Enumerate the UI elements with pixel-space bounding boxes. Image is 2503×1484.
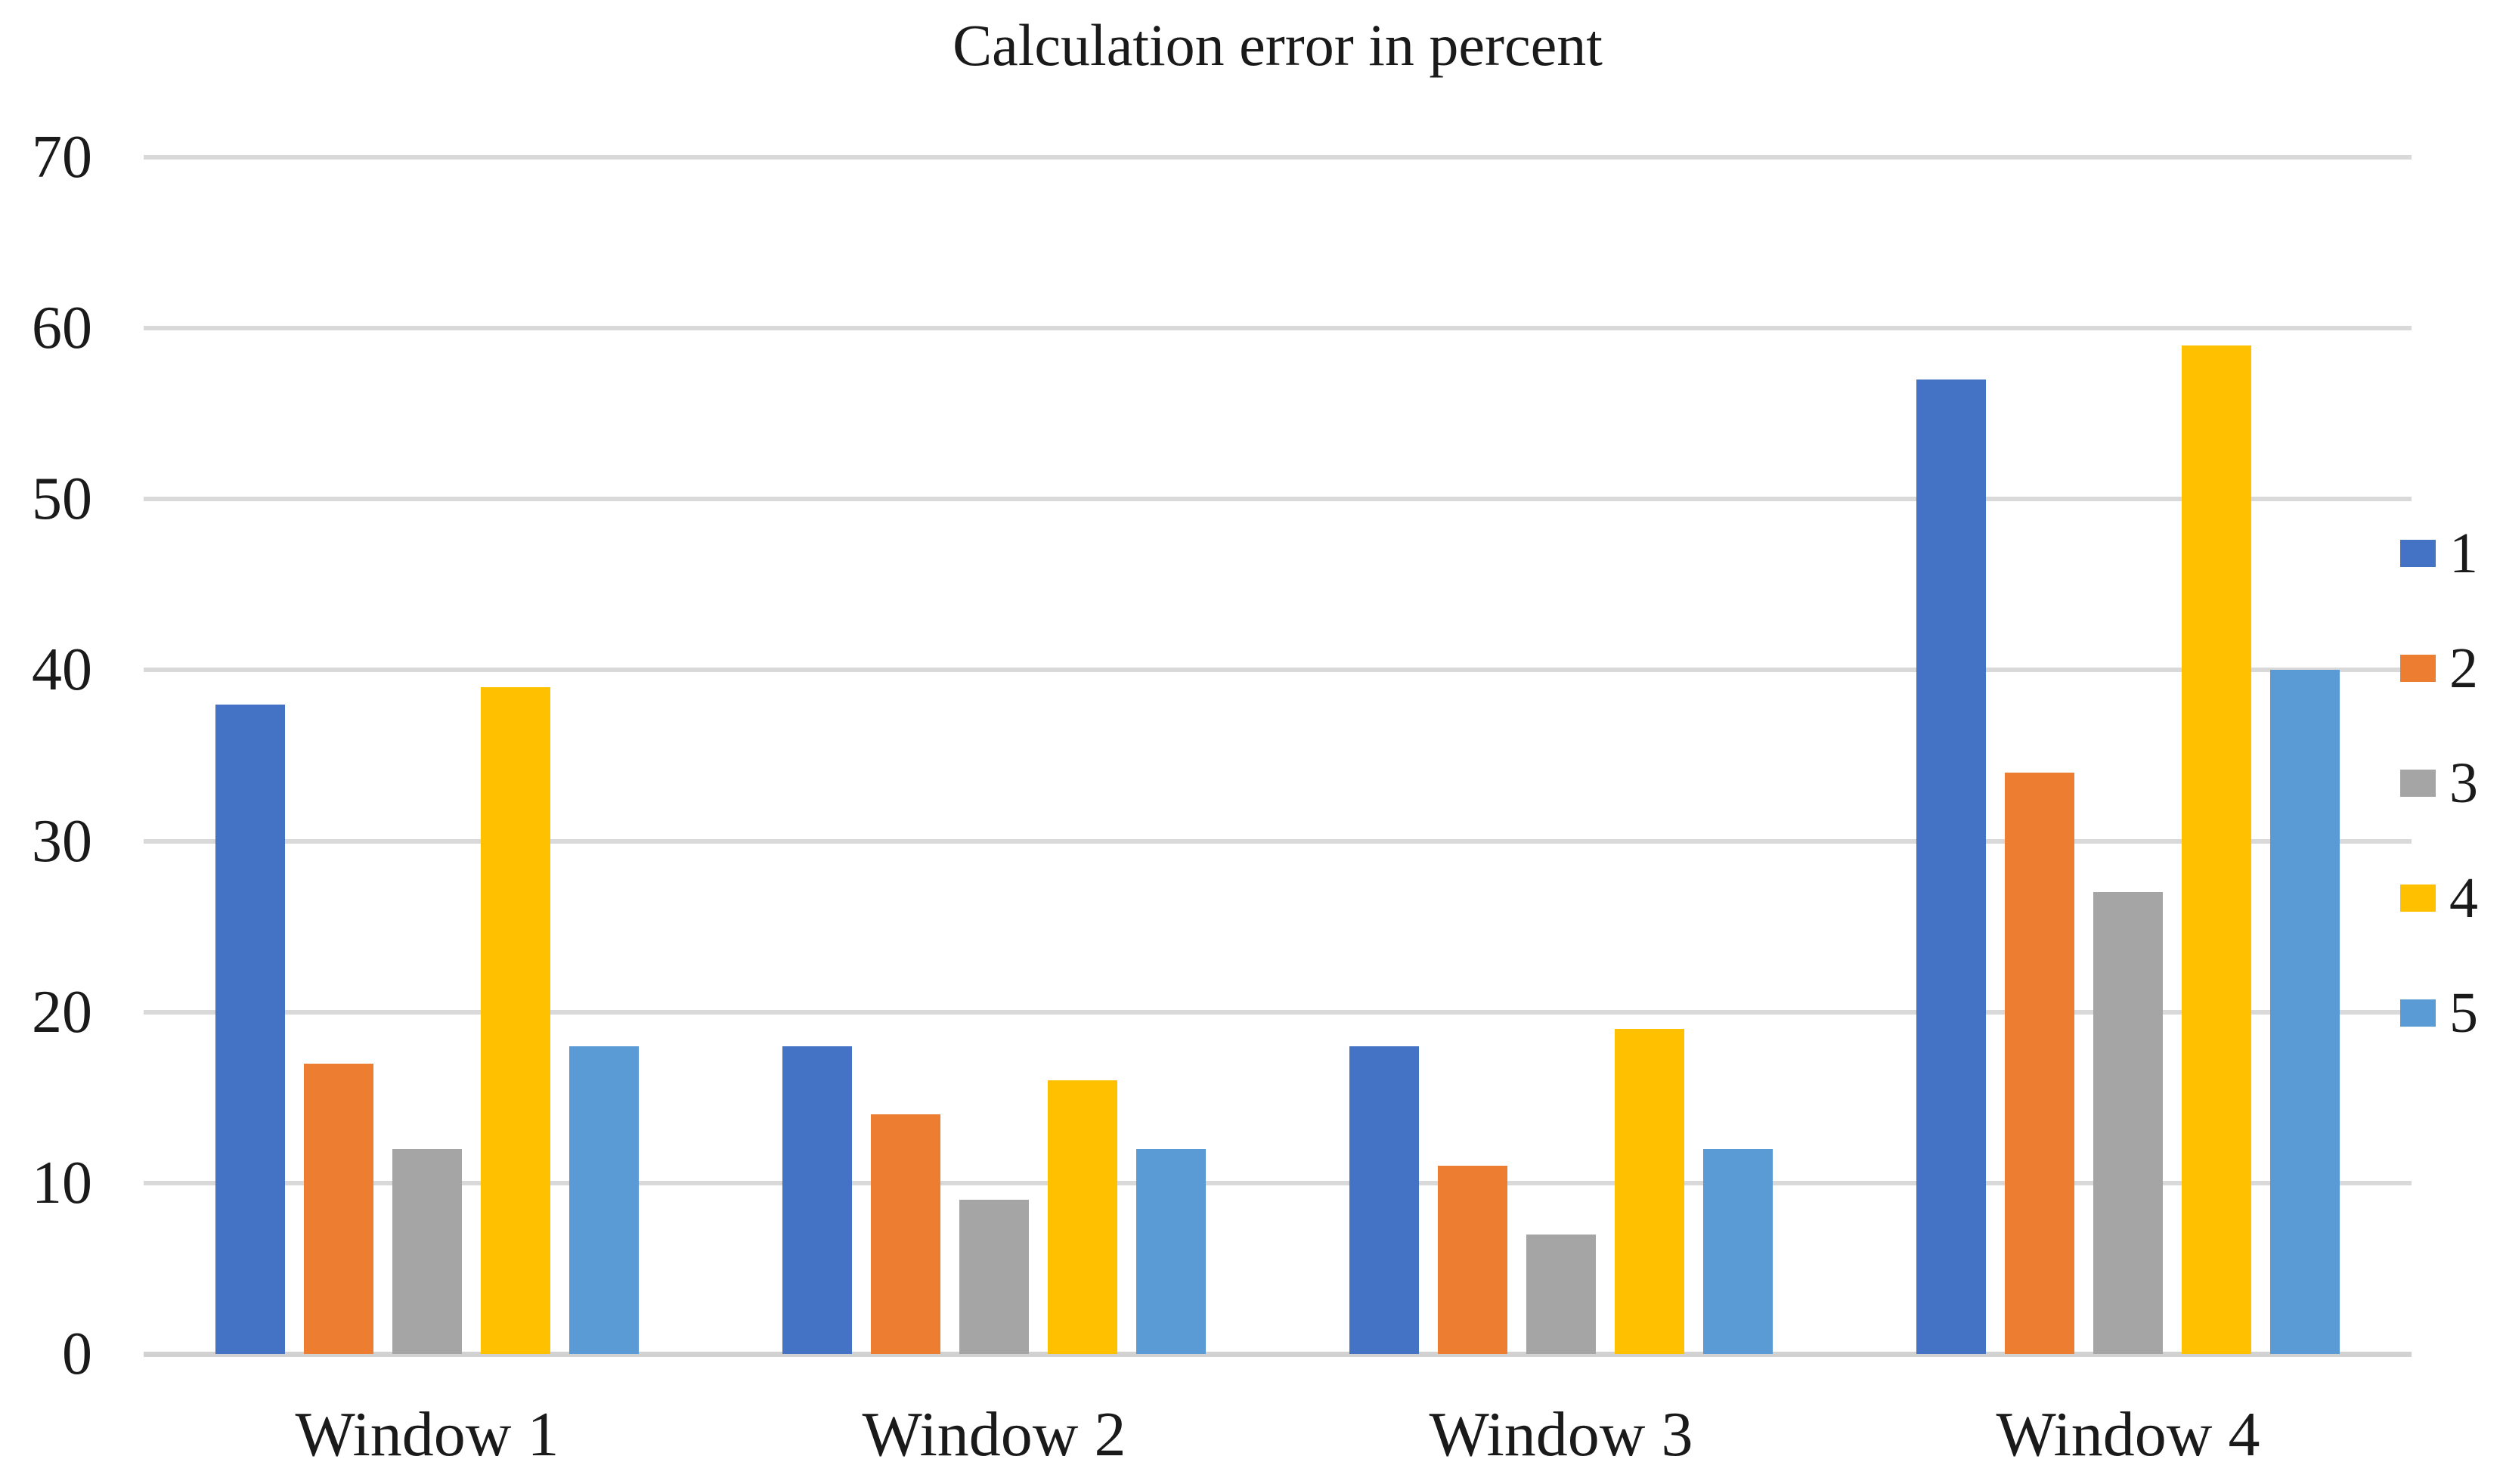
y-tick-label-30: 30	[32, 807, 92, 875]
bar-series2-window-2	[871, 1114, 940, 1354]
bar-series1-window-3	[1349, 1046, 1419, 1354]
y-tick-label-50: 50	[32, 466, 92, 533]
legend-swatch-3	[2400, 770, 2436, 797]
gridline-50	[144, 497, 2412, 502]
bar-series5-window-4	[2270, 670, 2340, 1354]
bar-series1-window-1	[215, 704, 285, 1354]
bar-series4-window-2	[1048, 1080, 1117, 1354]
legend-swatch-1	[2400, 540, 2436, 567]
x-axis-label-window-1: Window 1	[295, 1399, 559, 1470]
y-tick-label-10: 10	[32, 1149, 92, 1216]
bar-series4-window-4	[2182, 345, 2251, 1354]
legend-label-2: 2	[2449, 637, 2478, 700]
y-tick-label-0: 0	[62, 1321, 92, 1387]
bar-series5-window-2	[1136, 1148, 1206, 1354]
bar-series4-window-1	[481, 687, 550, 1354]
legend-swatch-5	[2400, 999, 2436, 1027]
bar-series1-window-4	[1916, 379, 1986, 1354]
bar-series3-window-1	[392, 1148, 462, 1354]
legend-swatch-4	[2400, 885, 2436, 912]
bar-series5-window-1	[569, 1046, 639, 1354]
bar-series5-window-3	[1703, 1148, 1773, 1354]
y-tick-label-40: 40	[32, 637, 92, 704]
gridline-30	[144, 838, 2412, 844]
x-axis-label-window-3: Window 3	[1429, 1399, 1693, 1470]
x-axis-label-window-4: Window 4	[1996, 1399, 2260, 1470]
gridline-60	[144, 326, 2412, 331]
legend-label-5: 5	[2449, 981, 2478, 1045]
bar-series4-window-3	[1615, 1029, 1684, 1354]
legend-label-1: 1	[2449, 522, 2478, 585]
y-tick-label-70: 70	[32, 124, 92, 191]
gridline-20	[144, 1009, 2412, 1015]
bar-series3-window-2	[959, 1200, 1029, 1354]
legend-swatch-2	[2400, 655, 2436, 682]
x-axis-baseline	[144, 1352, 2412, 1357]
y-tick-label-20: 20	[32, 978, 92, 1046]
bar-series2-window-4	[2005, 773, 2074, 1354]
gridline-40	[144, 668, 2412, 673]
y-tick-label-60: 60	[32, 295, 92, 362]
gridline-10	[144, 1180, 2412, 1185]
bar-series1-window-2	[782, 1046, 852, 1354]
bar-series2-window-1	[304, 1063, 373, 1354]
x-axis-label-window-2: Window 2	[862, 1399, 1126, 1470]
gridline-70	[144, 155, 2412, 160]
bar-series3-window-3	[1526, 1234, 1596, 1354]
legend-label-3: 3	[2449, 751, 2478, 815]
bar-series3-window-4	[2093, 892, 2163, 1354]
bar-series2-window-3	[1438, 1166, 1507, 1354]
chart-title: Calculation error in percent	[953, 12, 1603, 78]
legend-label-4: 4	[2449, 866, 2478, 930]
